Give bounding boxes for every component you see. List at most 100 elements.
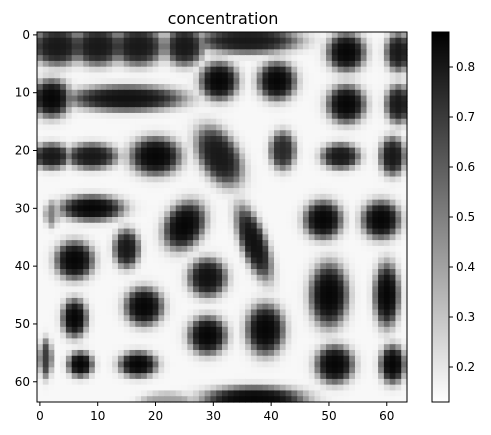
heatmap-cell: [123, 309, 131, 316]
heatmap-cell: [164, 274, 171, 282]
heatmap-cell: [274, 147, 281, 155]
heatmap-cell: [343, 182, 350, 189]
heatmap-cell: [89, 124, 96, 131]
heatmap-cell: [250, 55, 258, 62]
heatmap-cell: [216, 292, 223, 299]
heatmap-cell: [152, 141, 160, 149]
heatmap-cell: [175, 384, 183, 392]
heatmap-cell: [48, 130, 55, 137]
heatmap-cell: [256, 193, 264, 201]
heatmap-cell: [60, 321, 67, 328]
heatmap-cell: [112, 338, 119, 345]
heatmap-cell: [164, 332, 171, 340]
heatmap-cell: [372, 95, 379, 102]
heatmap-cell: [83, 205, 90, 212]
heatmap-cell: [314, 95, 321, 102]
heatmap-cell: [262, 112, 269, 120]
heatmap-cell: [233, 182, 240, 189]
heatmap-cell: [169, 355, 177, 363]
heatmap-cell: [164, 326, 171, 334]
heatmap-cell: [291, 390, 298, 397]
heatmap-cell: [233, 32, 240, 39]
heatmap-cell: [146, 193, 154, 201]
heatmap-cell: [100, 60, 107, 68]
heatmap-cell: [181, 84, 188, 91]
heatmap-cell: [239, 130, 246, 137]
heatmap-cell: [239, 107, 246, 114]
heatmap-cell: [164, 390, 171, 397]
heatmap-cell: [77, 217, 84, 224]
heatmap-cell: [65, 269, 73, 276]
heatmap-cell: [135, 390, 142, 397]
heatmap-cell: [65, 338, 73, 345]
heatmap-cell: [54, 141, 61, 149]
heatmap-cell: [117, 240, 125, 247]
heatmap-cell: [175, 297, 183, 305]
heatmap-cell: [326, 257, 333, 264]
heatmap-cell: [106, 60, 113, 68]
heatmap-cell: [256, 373, 264, 380]
heatmap-cell: [314, 349, 321, 357]
heatmap-cell: [343, 136, 350, 143]
heatmap-cell: [83, 164, 90, 172]
heatmap-cell: [193, 217, 200, 224]
heatmap-cell: [146, 211, 154, 218]
heatmap-cell: [354, 355, 362, 363]
heatmap-cell: [100, 373, 107, 380]
heatmap-cell: [291, 332, 298, 340]
heatmap-cell: [360, 193, 368, 201]
heatmap-cell: [158, 309, 165, 316]
heatmap-cell: [123, 193, 131, 201]
heatmap-cell: [395, 292, 402, 299]
heatmap-cell: [181, 136, 188, 143]
heatmap-cell: [245, 390, 252, 397]
heatmap-cell: [187, 228, 194, 235]
heatmap-cell: [146, 55, 154, 62]
heatmap-cell: [331, 367, 339, 374]
heatmap-cell: [354, 326, 362, 334]
heatmap-cell: [158, 338, 165, 345]
heatmap-cell: [378, 141, 385, 149]
heatmap-cell: [83, 124, 90, 131]
heatmap-cell: [77, 43, 84, 50]
heatmap-cell: [48, 199, 55, 207]
heatmap-cell: [354, 176, 362, 183]
heatmap-cell: [291, 292, 298, 299]
heatmap-cell: [164, 60, 171, 68]
heatmap-cell: [366, 378, 373, 386]
heatmap-cell: [210, 107, 217, 114]
heatmap-cell: [89, 344, 96, 351]
heatmap-cell: [54, 390, 61, 397]
heatmap-cell: [401, 303, 408, 311]
heatmap-cell: [343, 78, 350, 85]
heatmap-cell: [164, 130, 171, 137]
heatmap-cell: [274, 228, 281, 235]
heatmap-cell: [129, 396, 136, 403]
heatmap-cell: [54, 164, 61, 172]
heatmap-cell: [77, 269, 84, 276]
heatmap-cell: [42, 367, 50, 374]
heatmap-cell: [320, 188, 327, 195]
heatmap-cell: [141, 245, 148, 253]
heatmap-cell: [366, 130, 373, 137]
heatmap-cell: [112, 251, 119, 259]
heatmap-cell: [285, 199, 292, 207]
heatmap-cell: [343, 297, 350, 305]
heatmap-cell: [216, 49, 223, 56]
heatmap-cell: [193, 384, 200, 392]
heatmap-cell: [71, 182, 79, 189]
heatmap-cell: [262, 396, 269, 403]
heatmap-cell: [146, 124, 154, 131]
heatmap-cell: [245, 193, 252, 201]
heatmap-cell: [389, 390, 397, 397]
heatmap-cell: [268, 211, 275, 218]
heatmap-cell: [395, 159, 402, 166]
heatmap-cell: [326, 211, 333, 218]
heatmap-cell: [169, 60, 177, 68]
heatmap-cell: [262, 240, 269, 247]
heatmap-cell: [94, 367, 102, 374]
heatmap-cell: [268, 321, 275, 328]
heatmap-cell: [77, 147, 84, 155]
heatmap-cell: [297, 309, 304, 316]
heatmap-cell: [83, 321, 90, 328]
